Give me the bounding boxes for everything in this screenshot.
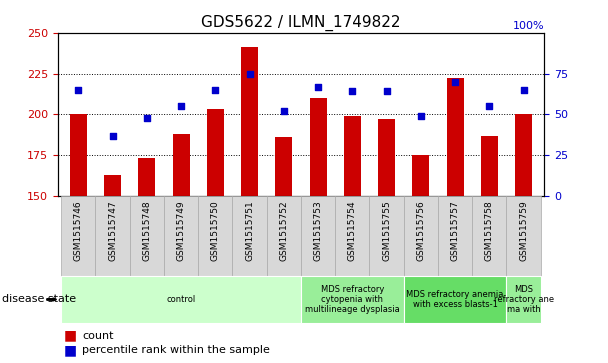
Bar bbox=[446, 78, 464, 196]
Point bbox=[108, 133, 117, 139]
Bar bbox=[104, 175, 121, 196]
Bar bbox=[506, 276, 541, 323]
Bar bbox=[207, 110, 224, 196]
Text: ■: ■ bbox=[64, 343, 77, 357]
Bar bbox=[232, 196, 267, 276]
Text: MDS
refractory ane
ma with: MDS refractory ane ma with bbox=[494, 285, 554, 314]
Bar bbox=[472, 196, 506, 276]
Bar bbox=[515, 114, 532, 196]
Point bbox=[210, 87, 220, 93]
Text: GSM1515753: GSM1515753 bbox=[314, 200, 323, 261]
Text: GSM1515752: GSM1515752 bbox=[279, 200, 288, 261]
Text: GSM1515748: GSM1515748 bbox=[142, 200, 151, 261]
Bar bbox=[506, 196, 541, 276]
Point bbox=[74, 87, 83, 93]
Bar bbox=[275, 137, 292, 196]
Bar bbox=[481, 135, 498, 196]
Text: GSM1515749: GSM1515749 bbox=[176, 200, 185, 261]
Bar bbox=[61, 196, 95, 276]
Text: percentile rank within the sample: percentile rank within the sample bbox=[82, 345, 270, 355]
Text: GSM1515757: GSM1515757 bbox=[451, 200, 460, 261]
Bar bbox=[344, 116, 361, 196]
Text: ■: ■ bbox=[64, 329, 77, 343]
Bar bbox=[138, 158, 156, 196]
Point bbox=[519, 87, 528, 93]
Text: count: count bbox=[82, 331, 114, 341]
Bar bbox=[61, 276, 301, 323]
Bar bbox=[370, 196, 404, 276]
Text: GSM1515747: GSM1515747 bbox=[108, 200, 117, 261]
Text: GSM1515755: GSM1515755 bbox=[382, 200, 391, 261]
Bar bbox=[70, 114, 87, 196]
Text: GSM1515754: GSM1515754 bbox=[348, 200, 357, 261]
Bar bbox=[301, 276, 404, 323]
Point bbox=[451, 79, 460, 85]
Point bbox=[142, 115, 151, 121]
Point bbox=[313, 84, 323, 90]
Text: disease state: disease state bbox=[2, 294, 76, 305]
Point bbox=[485, 103, 494, 109]
Bar bbox=[198, 196, 232, 276]
Point bbox=[244, 70, 254, 77]
Text: 100%: 100% bbox=[513, 21, 544, 31]
Bar bbox=[378, 119, 395, 196]
Text: GSM1515759: GSM1515759 bbox=[519, 200, 528, 261]
Bar bbox=[404, 196, 438, 276]
Bar bbox=[412, 155, 429, 196]
Text: GSM1515751: GSM1515751 bbox=[245, 200, 254, 261]
Point bbox=[382, 89, 392, 94]
Bar bbox=[164, 196, 198, 276]
Point bbox=[348, 89, 358, 94]
Text: control: control bbox=[167, 295, 196, 304]
Text: MDS refractory anemia
with excess blasts-1: MDS refractory anemia with excess blasts… bbox=[406, 290, 504, 309]
Point bbox=[176, 103, 186, 109]
Bar bbox=[438, 196, 472, 276]
Bar bbox=[309, 98, 326, 196]
Title: GDS5622 / ILMN_1749822: GDS5622 / ILMN_1749822 bbox=[201, 15, 401, 31]
Text: MDS refractory
cytopenia with
multilineage dysplasia: MDS refractory cytopenia with multilinea… bbox=[305, 285, 399, 314]
Point bbox=[279, 108, 289, 114]
Bar bbox=[301, 196, 335, 276]
Text: GSM1515758: GSM1515758 bbox=[485, 200, 494, 261]
Text: GSM1515750: GSM1515750 bbox=[211, 200, 220, 261]
Text: GSM1515756: GSM1515756 bbox=[416, 200, 426, 261]
Bar bbox=[267, 196, 301, 276]
Text: GSM1515746: GSM1515746 bbox=[74, 200, 83, 261]
Bar bbox=[241, 47, 258, 196]
Bar bbox=[130, 196, 164, 276]
Bar bbox=[404, 276, 506, 323]
Bar bbox=[335, 196, 370, 276]
Bar bbox=[95, 196, 130, 276]
Point bbox=[416, 113, 426, 119]
Bar bbox=[173, 134, 190, 196]
